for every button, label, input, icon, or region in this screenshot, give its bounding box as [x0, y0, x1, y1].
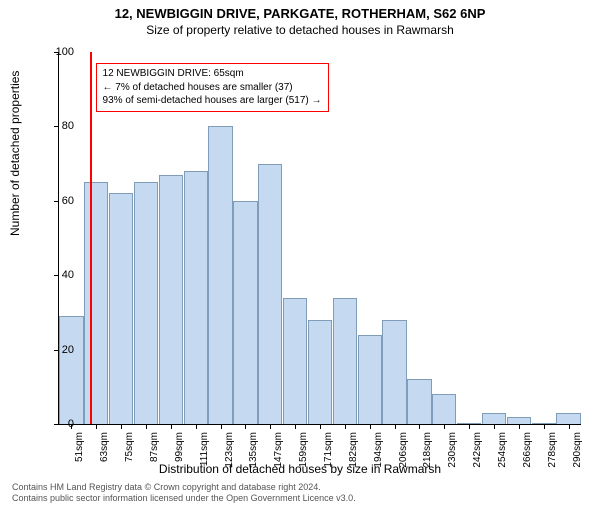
x-tick-mark — [519, 424, 520, 429]
x-tick-mark — [146, 424, 147, 429]
x-tick-label: 111sqm — [199, 432, 210, 466]
histogram-bar — [556, 413, 580, 424]
histogram-bar — [482, 413, 506, 424]
x-tick-mark — [171, 424, 172, 429]
x-tick-mark — [245, 424, 246, 429]
x-tick-label: 87sqm — [149, 432, 160, 462]
histogram-bar — [382, 320, 406, 424]
x-tick-mark — [469, 424, 470, 429]
y-tick-label: 60 — [44, 195, 74, 207]
chart-container: 51sqm63sqm75sqm87sqm99sqm111sqm123sqm135… — [58, 52, 580, 424]
histogram-bar — [308, 320, 332, 424]
histogram-bar — [208, 126, 232, 424]
x-tick-label: 51sqm — [74, 432, 85, 462]
histogram-bar — [159, 175, 183, 424]
x-tick-mark — [569, 424, 570, 429]
info-box-line: 93% of semi-detached houses are larger (… — [103, 94, 322, 108]
x-tick-mark — [196, 424, 197, 429]
y-axis-label: Number of detached properties — [8, 71, 22, 236]
x-tick-mark — [270, 424, 271, 429]
page-title-line1: 12, NEWBIGGIN DRIVE, PARKGATE, ROTHERHAM… — [0, 6, 600, 21]
y-tick-label: 40 — [44, 269, 74, 281]
footer-line1: Contains HM Land Registry data © Crown c… — [12, 482, 356, 493]
histogram-bar — [283, 298, 307, 424]
x-tick-mark — [544, 424, 545, 429]
x-axis-label: Distribution of detached houses by size … — [0, 462, 600, 476]
histogram-bar — [109, 193, 133, 424]
x-tick-mark — [320, 424, 321, 429]
y-tick-label: 100 — [44, 46, 74, 58]
x-tick-mark — [345, 424, 346, 429]
x-tick-mark — [419, 424, 420, 429]
x-tick-mark — [395, 424, 396, 429]
info-box: 12 NEWBIGGIN DRIVE: 65sqm← 7% of detache… — [96, 63, 329, 112]
histogram-bar — [507, 417, 531, 424]
x-tick-mark — [494, 424, 495, 429]
x-tick-label: 75sqm — [124, 432, 135, 462]
histogram-bar — [358, 335, 382, 424]
footer-attribution: Contains HM Land Registry data © Crown c… — [12, 482, 356, 504]
page-title-line2: Size of property relative to detached ho… — [0, 23, 600, 37]
x-tick-mark — [295, 424, 296, 429]
info-box-line: 12 NEWBIGGIN DRIVE: 65sqm — [103, 67, 322, 81]
x-tick-mark — [221, 424, 222, 429]
histogram-bar — [184, 171, 208, 424]
histogram-bar — [84, 182, 108, 424]
histogram-bar — [407, 379, 431, 424]
histogram-bar — [233, 201, 257, 424]
histogram-bar — [258, 164, 282, 424]
x-tick-mark — [96, 424, 97, 429]
x-tick-mark — [444, 424, 445, 429]
x-tick-label: 99sqm — [174, 432, 185, 462]
plot-area: 51sqm63sqm75sqm87sqm99sqm111sqm123sqm135… — [58, 52, 581, 425]
y-tick-label: 0 — [44, 418, 74, 430]
y-tick-label: 80 — [44, 120, 74, 132]
histogram-bar — [333, 298, 357, 424]
histogram-bar — [432, 394, 456, 424]
x-tick-label: 63sqm — [99, 432, 110, 462]
property-marker-line — [90, 52, 92, 424]
footer-line2: Contains public sector information licen… — [12, 493, 356, 504]
info-box-line: ← 7% of detached houses are smaller (37) — [103, 81, 322, 95]
histogram-bar — [59, 316, 83, 424]
y-tick-label: 20 — [44, 344, 74, 356]
histogram-bar — [134, 182, 158, 424]
x-tick-mark — [121, 424, 122, 429]
x-tick-mark — [370, 424, 371, 429]
